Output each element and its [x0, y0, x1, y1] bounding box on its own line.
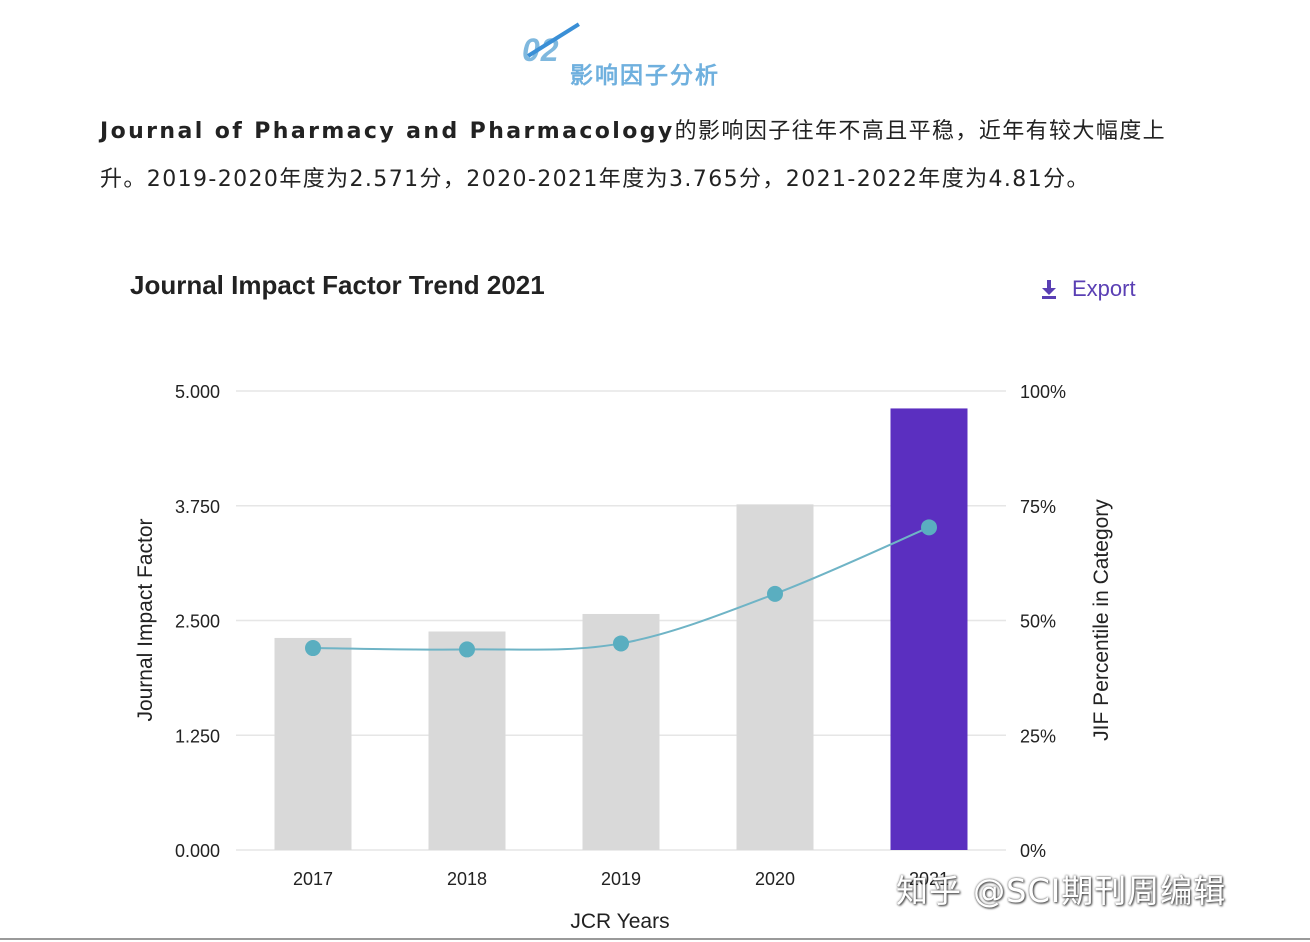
bar-2017	[274, 637, 352, 850]
x-tick-label: 2018	[447, 869, 487, 889]
percentile-point-2017	[305, 640, 321, 657]
y-tick-label: 2.500	[175, 612, 220, 632]
bar-2019	[582, 613, 660, 850]
bar-2020	[736, 504, 814, 850]
y-tick-label: 1.250	[175, 726, 220, 746]
y-right-axis-title: JIF Percentile in Category	[1090, 499, 1113, 741]
percentile-point-2018	[459, 641, 475, 658]
y-right-tick-label: 25%	[1020, 726, 1056, 746]
bar-2018	[428, 631, 506, 850]
y-right-tick-label: 0%	[1020, 841, 1046, 861]
y-tick-label: 5.000	[175, 382, 220, 402]
y-tick-label: 0.000	[175, 841, 220, 861]
y-right-tick-label: 100%	[1020, 382, 1066, 402]
paragraph-text: 的影响因子往年不高且平稳，近年有较大幅度上升。2019-2020年度为2.571…	[100, 119, 1167, 192]
download-icon	[1040, 279, 1058, 299]
x-tick-label: 2020	[755, 869, 795, 889]
y-right-tick-label: 75%	[1020, 497, 1056, 517]
percentile-point-2019	[613, 635, 629, 652]
watermark-text: 知乎 @SCI期刊周编辑	[896, 872, 1227, 910]
x-tick-label: 2021	[909, 869, 949, 889]
intro-paragraph: Journal of Pharmacy and Pharmacology的影响因…	[100, 108, 1170, 204]
bar-2021	[890, 408, 968, 850]
chart-title: Journal Impact Factor Trend 2021	[130, 270, 545, 300]
journal-name: Journal of Pharmacy and Pharmacology	[100, 119, 675, 144]
section-header: 02 影响因子分析	[0, 22, 1310, 90]
x-tick-label: 2019	[601, 869, 641, 889]
y-right-tick-label: 50%	[1020, 612, 1056, 632]
section-title: 影响因子分析	[570, 63, 720, 89]
bottom-divider	[0, 938, 1310, 940]
percentile-point-2021	[921, 519, 937, 536]
percentile-point-2020	[767, 585, 783, 602]
export-label: Export	[1072, 276, 1136, 301]
x-tick-label: 2017	[293, 869, 333, 889]
y-axis-title: Journal Impact Factor	[134, 518, 157, 721]
y-tick-label: 3.750	[175, 497, 220, 517]
x-axis-title: JCR Years	[570, 910, 669, 933]
export-button[interactable]: Export	[1040, 274, 1136, 304]
